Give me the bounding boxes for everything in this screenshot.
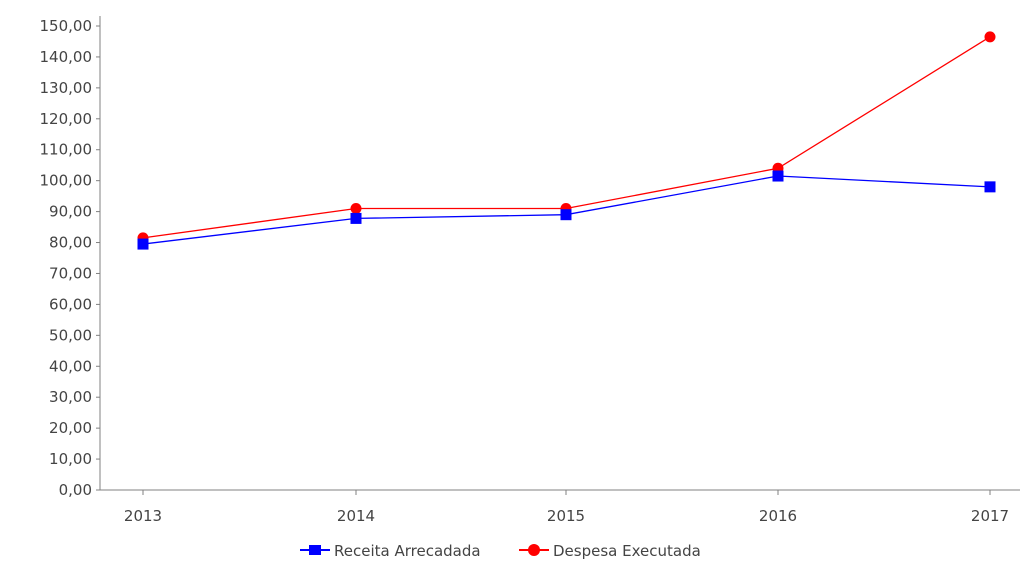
x-tick-label: 2013 — [124, 507, 162, 525]
x-tick-label: 2016 — [759, 507, 797, 525]
legend-label: Receita Arrecadada — [334, 542, 481, 560]
legend-marker-circle — [528, 544, 540, 556]
y-tick-label: 50,00 — [49, 326, 92, 344]
y-tick-label: 10,00 — [49, 450, 92, 468]
y-tick-label: 30,00 — [49, 388, 92, 406]
data-point-receita — [984, 181, 996, 193]
data-point-receita — [560, 209, 572, 221]
y-tick-label: 40,00 — [49, 357, 92, 375]
y-tick-label: 150,00 — [40, 17, 93, 35]
y-tick-label: 60,00 — [49, 295, 92, 313]
chart-series — [137, 31, 996, 250]
y-tick-label: 110,00 — [40, 141, 93, 159]
legend-marker-square — [309, 545, 321, 555]
data-point-despesa — [350, 203, 362, 215]
y-tick-label: 100,00 — [40, 172, 93, 190]
y-tick-label: 90,00 — [49, 203, 92, 221]
data-point-receita — [772, 170, 784, 182]
y-tick-label: 130,00 — [40, 79, 93, 97]
x-tick-label: 2017 — [971, 507, 1009, 525]
data-point-despesa — [984, 31, 996, 43]
legend-item: Despesa Executada — [519, 542, 701, 560]
x-tick-label: 2014 — [337, 507, 375, 525]
legend-item: Receita Arrecadada — [300, 542, 481, 560]
y-tick-label: 70,00 — [49, 264, 92, 282]
y-tick-label: 20,00 — [49, 419, 92, 437]
data-point-receita — [350, 212, 362, 224]
data-point-receita — [137, 238, 149, 250]
x-tick-label: 2015 — [547, 507, 585, 525]
chart-axes: 0,00 10,00 20,00 30,00 40,00 50,00 60,00 70,00 8… — [40, 16, 1020, 525]
y-tick-label: 80,00 — [49, 234, 92, 252]
y-tick-label: 140,00 — [40, 48, 93, 66]
y-tick-label: 120,00 — [40, 110, 93, 128]
chart-legend: Receita Arrecadada Despesa Executada — [300, 542, 701, 560]
y-tick-label: 0,00 — [59, 481, 92, 499]
legend-label: Despesa Executada — [553, 542, 701, 560]
